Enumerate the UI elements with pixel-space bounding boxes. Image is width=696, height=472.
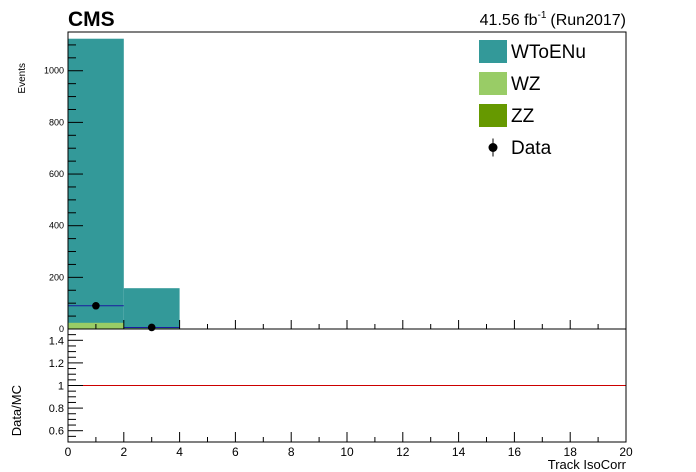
run-label: (Run2017): [550, 12, 626, 29]
main-frame: [67, 31, 627, 330]
ratio-ytick-label-0.6: 0.6: [49, 426, 64, 438]
legend-label-wtoenu: WToENu: [511, 42, 586, 63]
luminosity-label: 41.56 fb-1 (Run2017): [480, 10, 626, 29]
ratio-xtick-label-20: 20: [619, 445, 633, 459]
main-ytick-label-0: 0: [59, 324, 64, 334]
ratio-xtick-label-2: 2: [120, 445, 127, 459]
luminosity-exponent: -1: [537, 10, 546, 21]
main-ytick-label-600: 600: [49, 169, 64, 179]
bar-wtoenu-1: [123, 288, 180, 329]
legend-data-marker: [488, 143, 498, 152]
ratio-ytick-label-0.8: 0.8: [49, 403, 64, 415]
main-ytick-label-400: 400: [49, 221, 64, 231]
ratio-xtick-label-10: 10: [340, 445, 354, 459]
ratio-xtick-label-12: 12: [396, 445, 410, 459]
ratio-ytick-label-1.4: 1.4: [49, 335, 64, 347]
bar-wtoenu-0: [68, 38, 124, 329]
ratio-ytick-label-1: 1: [58, 381, 64, 393]
legend-swatch-wtoenu: [479, 40, 507, 63]
ratio-xtick-label-18: 18: [564, 445, 578, 459]
luminosity-value: 41.56 fb: [480, 12, 538, 29]
ratio-xlabel: Track IsoCorr: [548, 457, 627, 472]
main-ylabel: Events: [17, 63, 28, 94]
ratio-ytick-label-1.2: 1.2: [49, 358, 64, 370]
ratio-xtick-label-4: 4: [176, 445, 183, 459]
legend-swatch-zz: [479, 104, 507, 127]
legend-label-wz: WZ: [511, 74, 541, 95]
cms-label: CMS: [68, 8, 115, 31]
ratio-xtick-label-6: 6: [232, 445, 239, 459]
legend-label-data: Data: [511, 138, 552, 159]
ratio-xtick-label-16: 16: [508, 445, 522, 459]
legend-swatch-wz: [479, 72, 507, 95]
main-ytick-label-800: 800: [49, 117, 64, 127]
ratio-ylabel: Data/MC: [9, 385, 24, 436]
legend-label-zz: ZZ: [511, 106, 535, 127]
main-ytick-label-200: 200: [49, 272, 64, 282]
ratio-xtick-label-14: 14: [452, 445, 466, 459]
ratio-frame: [67, 328, 627, 443]
ratio-xtick-label-0: 0: [65, 445, 72, 459]
main-ytick-label-1000: 1000: [44, 66, 64, 76]
ratio-axes: 0.6 0.8 1 1.2 1.4 0 2 4 6 8 10 12 14 16 18 20: [49, 334, 633, 459]
main-stack-bars: [68, 38, 180, 329]
data-point-0: [92, 301, 100, 310]
main-axes: 0 200 400 600 800 1000: [44, 44, 627, 334]
legend: WToENu WZ ZZ Data: [479, 40, 586, 159]
ratio-xtick-label-8: 8: [288, 445, 295, 459]
